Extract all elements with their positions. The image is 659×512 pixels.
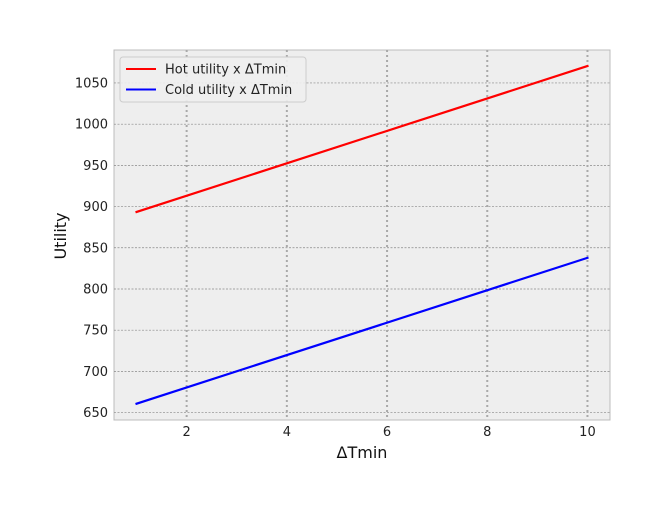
x-tick-label: 4 [283, 425, 291, 440]
plot-area [113, 49, 611, 421]
series-line-cold-utility [135, 256, 589, 406]
y-tick-labels: 650 700 750 800 850 900 950 1000 1050 [75, 76, 108, 421]
y-tick-label: 800 [83, 282, 108, 297]
legend-label-cold: Cold utility x ΔTmin [165, 83, 292, 98]
y-tick-label: 700 [83, 365, 108, 380]
x-axis-label: ΔTmin [337, 443, 388, 462]
series-lines [135, 64, 589, 406]
y-tick-label: 1000 [75, 118, 108, 133]
legend: Hot utility x ΔTmin Cold utility x ΔTmin [119, 56, 307, 103]
y-tick-label: 650 [83, 406, 108, 421]
y-axis-label: Utility [51, 212, 70, 259]
x-tick-labels: 2 4 6 8 10 [183, 425, 596, 440]
x-tick-label: 10 [579, 425, 596, 440]
x-tick-label: 2 [183, 425, 191, 440]
y-tick-label: 850 [83, 241, 108, 256]
x-tick-label: 6 [383, 425, 391, 440]
x-tick-label: 8 [483, 425, 491, 440]
legend-box [119, 56, 307, 103]
y-tick-label: 950 [83, 159, 108, 174]
series-line-hot-utility [135, 64, 589, 214]
y-tick-label: 900 [83, 200, 108, 215]
y-tick-label: 1050 [75, 76, 108, 91]
x-gridlines [185, 50, 589, 420]
y-gridlines [114, 82, 610, 413]
legend-label-hot: Hot utility x ΔTmin [165, 63, 286, 78]
y-tick-label: 750 [83, 324, 108, 339]
